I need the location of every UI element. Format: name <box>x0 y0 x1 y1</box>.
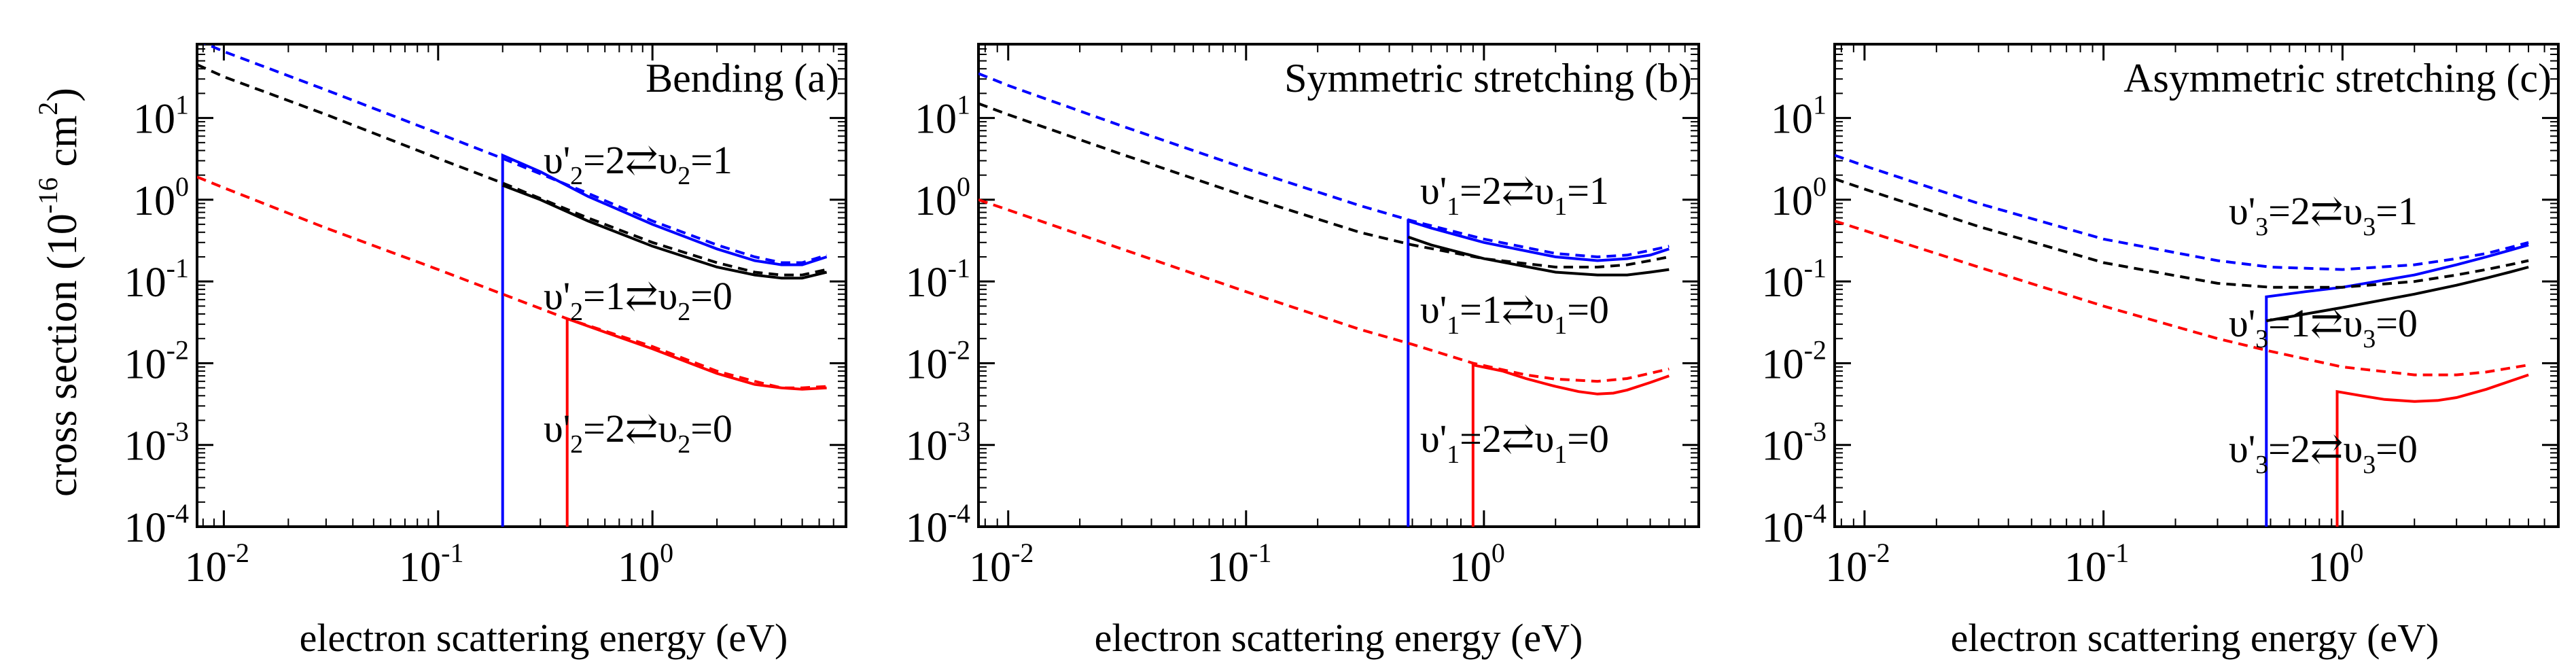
transition-label: υ'1=1⇄υ1=0 <box>1420 287 1609 340</box>
transition-label: υ'2=2⇄υ2=1 <box>544 138 733 190</box>
y-tick-label: 10-4 <box>124 498 189 551</box>
series-blue-dashed <box>978 72 1670 259</box>
x-tick-label: 10-1 <box>1207 538 1271 591</box>
series-black-dashed <box>978 102 1670 268</box>
axes-box <box>196 43 847 528</box>
series-blue-solid <box>2265 243 2529 527</box>
data-series <box>1835 154 2529 527</box>
x-tick-label: 10-2 <box>969 538 1034 591</box>
transition-label: υ'3=2⇄υ3=0 <box>2229 427 2418 479</box>
panel-title: Asymmetric stretching (c) <box>2123 56 2552 101</box>
annotations: υ'3=2⇄υ3=1 υ'3=1⇄υ3=0 υ'3=2⇄υ3=0 <box>2229 189 2418 479</box>
tick-labels: 10-2 10-1 100 10-4 10-3 10-2 10-1 100 101 <box>124 90 674 591</box>
y-tick-label: 10-3 <box>124 417 189 470</box>
annotations: υ'1=2⇄υ1=1 υ'1=1⇄υ1=0 υ'1=2⇄υ1=0 <box>1420 169 1609 469</box>
x-axis-label: electron scattering energy (eV) <box>300 616 788 660</box>
x-axis-label: electron scattering energy (eV) <box>1095 616 1583 660</box>
y-axis-label: cross section (10-16 cm2) <box>33 88 86 497</box>
x-tick-label: 10-2 <box>185 538 249 591</box>
transition-label: υ'1=2⇄υ1=0 <box>1420 417 1609 469</box>
x-tick-label: 100 <box>1449 538 1505 591</box>
series-black-solid <box>2265 266 2529 323</box>
series-red-solid <box>1471 363 1670 527</box>
y-tick-label: 100 <box>1771 171 1827 224</box>
y-tick-label: 10-1 <box>906 253 970 306</box>
axis-ticks <box>1835 43 2559 528</box>
transition-label: υ'1=2⇄υ1=1 <box>1420 169 1609 221</box>
axis-ticks <box>197 43 847 528</box>
y-tick-label: 10-1 <box>124 253 189 306</box>
x-tick-label: 100 <box>618 538 673 591</box>
series-red-dashed <box>1835 220 2529 376</box>
x-axis-label: electron scattering energy (eV) <box>1951 616 2439 660</box>
plot-frame <box>196 43 847 528</box>
panel-bending: 10-2 10-1 100 10-4 10-3 10-2 10-1 100 101 Bendin… <box>124 43 847 660</box>
y-tick-label: 10-2 <box>1762 334 1827 387</box>
y-tick-label: 100 <box>915 171 970 224</box>
y-tick-label: 10-3 <box>1762 417 1827 470</box>
panel-title: Bending (a) <box>646 56 839 101</box>
y-tick-label: 10-1 <box>1762 253 1827 306</box>
y-tick-label: 10-2 <box>124 334 189 387</box>
transition-label: υ'3=1⇄υ3=0 <box>2229 301 2418 353</box>
x-tick-label: 10-1 <box>399 538 463 591</box>
x-tick-label: 100 <box>2308 538 2363 591</box>
y-tick-label: 101 <box>1771 90 1827 143</box>
series-black-solid <box>1407 235 1670 277</box>
axis-ticks <box>978 43 1699 528</box>
series-black-solid <box>501 183 828 280</box>
x-tick-label: 10-1 <box>2064 538 2129 591</box>
series-red-solid <box>2335 373 2529 527</box>
y-tick-label: 100 <box>133 171 189 224</box>
series-red-dashed <box>978 198 1670 383</box>
x-tick-label: 10-2 <box>1825 538 1890 591</box>
y-tick-label: 10-2 <box>906 334 970 387</box>
tick-labels: 10-2 10-1 100 10-4 10-3 10-2 10-1 100 101 <box>906 90 1505 591</box>
series-blue-dashed <box>203 44 828 264</box>
annotations: υ'2=2⇄υ2=1 υ'2=1⇄υ2=0 υ'2=2⇄υ2=0 <box>544 138 733 459</box>
series-black-dashed <box>197 63 828 277</box>
transition-label: υ'2=1⇄υ2=0 <box>544 274 733 326</box>
series-red-solid <box>565 317 827 527</box>
y-tick-label: 101 <box>133 90 189 143</box>
y-tick-label: 10-4 <box>1762 498 1827 551</box>
transition-label: υ'2=2⇄υ2=0 <box>544 406 733 459</box>
series-black-dashed <box>1835 177 2529 289</box>
y-tick-label: 101 <box>915 90 970 143</box>
series-blue-dashed <box>1835 154 2529 271</box>
panel-asymmetric-stretching: 10-2 10-1 100 10-4 10-3 10-2 10-1 100 101 Asymme… <box>1762 43 2560 660</box>
data-series <box>197 44 828 527</box>
transition-label: υ'3=2⇄υ3=1 <box>2229 189 2418 241</box>
tick-labels: 10-2 10-1 100 10-4 10-3 10-2 10-1 100 101 <box>1762 90 2364 591</box>
y-tick-label: 10-4 <box>906 498 970 551</box>
series-blue-solid <box>501 153 828 527</box>
panel-symmetric-stretching: 10-2 10-1 100 10-4 10-3 10-2 10-1 100 101 Symmet… <box>906 43 1700 660</box>
panel-title: Symmetric stretching (b) <box>1284 56 1692 101</box>
series-blue-solid <box>1407 219 1670 527</box>
y-tick-label: 10-3 <box>906 417 970 470</box>
data-series <box>978 72 1670 527</box>
